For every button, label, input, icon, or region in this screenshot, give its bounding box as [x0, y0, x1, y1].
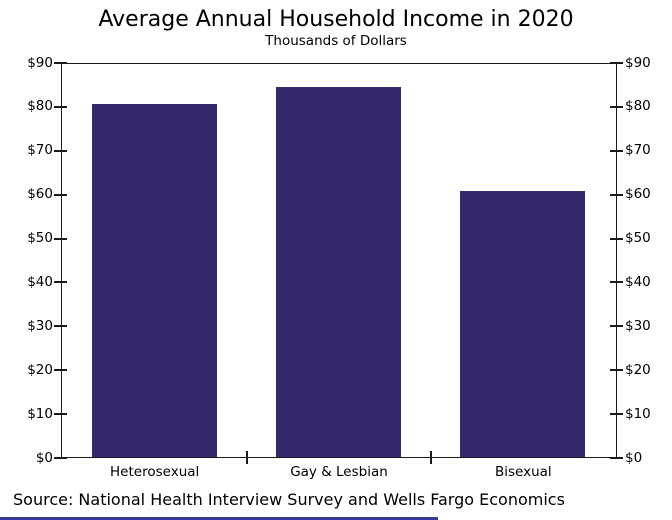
y-axis-tick-left	[54, 62, 67, 64]
y-axis-tick-right	[610, 457, 623, 459]
y-axis-tick-left	[54, 413, 67, 416]
y-axis-tick-right	[610, 149, 623, 152]
y-axis-tick-left	[54, 105, 67, 108]
y-axis-label-right: $60	[625, 186, 651, 203]
chart-title: Average Annual Household Income in 2020	[98, 7, 574, 32]
y-axis-tick-right	[610, 369, 623, 372]
y-axis-tick-right	[610, 281, 623, 284]
y-axis-tick-left	[54, 237, 67, 240]
y-axis-label-left: $10	[27, 405, 53, 422]
y-axis-label-right: $50	[625, 230, 651, 247]
y-axis-label-right: $10	[625, 405, 651, 422]
source-text: Source: National Health Interview Survey…	[13, 490, 565, 509]
x-axis-label-gay-lesbian: Gay & Lesbian	[290, 464, 388, 480]
y-axis-tick-right	[610, 105, 623, 108]
y-axis-tick-right	[610, 413, 623, 416]
y-axis-label-right: $90	[625, 54, 651, 71]
chart-subtitle: Thousands of Dollars	[265, 33, 407, 49]
y-axis-label-left: $60	[27, 186, 53, 203]
y-axis-tick-left	[54, 369, 67, 372]
y-axis-label-left: $30	[27, 317, 53, 334]
y-axis-label-right: $80	[625, 98, 651, 115]
bar-heterosexual	[91, 104, 217, 457]
y-axis-label-right: $70	[625, 142, 651, 159]
y-axis-tick-left	[54, 193, 67, 196]
y-axis-tick-left	[54, 457, 67, 459]
y-axis-tick-right	[610, 237, 623, 240]
y-axis-tick-left	[54, 281, 67, 284]
y-axis-label-left: $90	[27, 54, 53, 71]
y-axis-label-right: $0	[625, 449, 643, 466]
y-axis-tick-left	[54, 149, 67, 152]
y-axis-label-right: $20	[625, 361, 651, 378]
y-axis-tick-left	[54, 325, 67, 328]
y-axis-tick-right	[610, 193, 623, 196]
y-axis-label-left: $50	[27, 230, 53, 247]
y-axis-tick-right	[610, 325, 623, 328]
y-axis-label-left: $80	[27, 98, 53, 115]
x-axis-tick	[430, 451, 433, 464]
y-axis-label-right: $30	[625, 317, 651, 334]
y-axis-label-left: $70	[27, 142, 53, 159]
bar-bisexual	[460, 191, 586, 457]
x-axis-tick	[245, 451, 248, 464]
y-axis-label-left: $40	[27, 273, 53, 290]
bottom-edge-strip	[0, 517, 438, 520]
bar-gay-lesbian	[276, 86, 401, 457]
y-axis-label-right: $40	[625, 273, 651, 290]
y-axis-tick-right	[610, 62, 623, 64]
x-axis-label-heterosexual: Heterosexual	[110, 464, 200, 480]
y-axis-label-left: $0	[35, 449, 53, 466]
x-axis-label-bisexual: Bisexual	[494, 464, 552, 480]
y-axis-label-left: $20	[27, 361, 53, 378]
plot-area	[61, 63, 617, 458]
